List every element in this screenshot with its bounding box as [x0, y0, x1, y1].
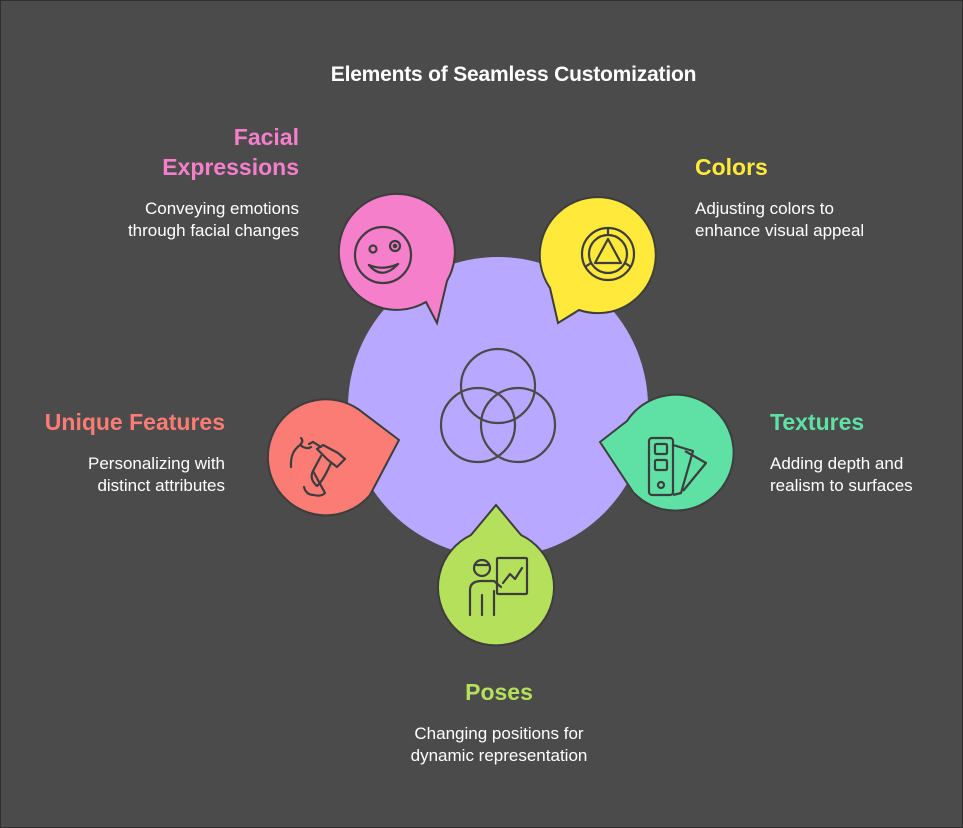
poses-description: Changing positions for dynamic represent…	[371, 723, 627, 767]
unique-features-label-line: Unique Features	[44, 409, 225, 435]
colors-label: Colors	[695, 152, 915, 182]
venn-circles-icon	[439, 347, 557, 464]
colors-label-line: Colors	[695, 154, 768, 180]
facial-expressions-description: Conveying emotions through facial change…	[41, 198, 299, 242]
colors-desc-line: enhance visual appeal	[695, 221, 865, 240]
facial-expressions-label-line: Expressions	[162, 154, 299, 180]
unique-features-label: Unique Features	[11, 407, 225, 437]
unique-features-node[interactable]	[266, 398, 401, 517]
poses-label: Poses	[399, 677, 599, 707]
colors-node[interactable]	[538, 196, 657, 325]
textures-label-line: Textures	[770, 409, 865, 435]
brush-stroke-icon	[289, 436, 347, 497]
facial-expressions-label: Facial Expressions	[61, 122, 299, 182]
textures-label: Textures	[770, 407, 950, 437]
poses-desc-line: dynamic representation	[410, 746, 588, 765]
facial-expressions-node[interactable]	[337, 192, 456, 326]
textures-desc-line: realism to surfaces	[770, 476, 913, 495]
smiley-face-icon	[353, 225, 413, 285]
unique-features-desc-line: Personalizing with	[87, 454, 225, 473]
swatch-fan-icon	[647, 436, 708, 497]
hub-circle	[348, 257, 648, 557]
colors-desc-line: Adjusting colors to	[695, 199, 834, 218]
poses-label-line: Poses	[465, 679, 533, 705]
unique-features-description: Personalizing with distinct attributes	[11, 453, 225, 497]
page-title: Elements of Seamless Customization	[330, 63, 697, 86]
textures-description: Adding depth and realism to surfaces	[770, 453, 955, 497]
facial-expressions-desc-line: through facial changes	[127, 221, 299, 240]
poses-node[interactable]	[437, 503, 555, 647]
textures-desc-line: Adding depth and	[770, 454, 904, 473]
poses-desc-line: Changing positions for	[414, 724, 584, 743]
presenter-chart-icon	[468, 556, 529, 617]
facial-expressions-label-line: Facial	[233, 124, 299, 150]
textures-node[interactable]	[598, 393, 735, 512]
colors-description: Adjusting colors to enhance visual appea…	[695, 198, 935, 242]
unique-features-desc-line: distinct attributes	[97, 476, 225, 495]
facial-expressions-desc-line: Conveying emotions	[144, 199, 299, 218]
color-wheel-triangle-icon	[580, 226, 636, 282]
